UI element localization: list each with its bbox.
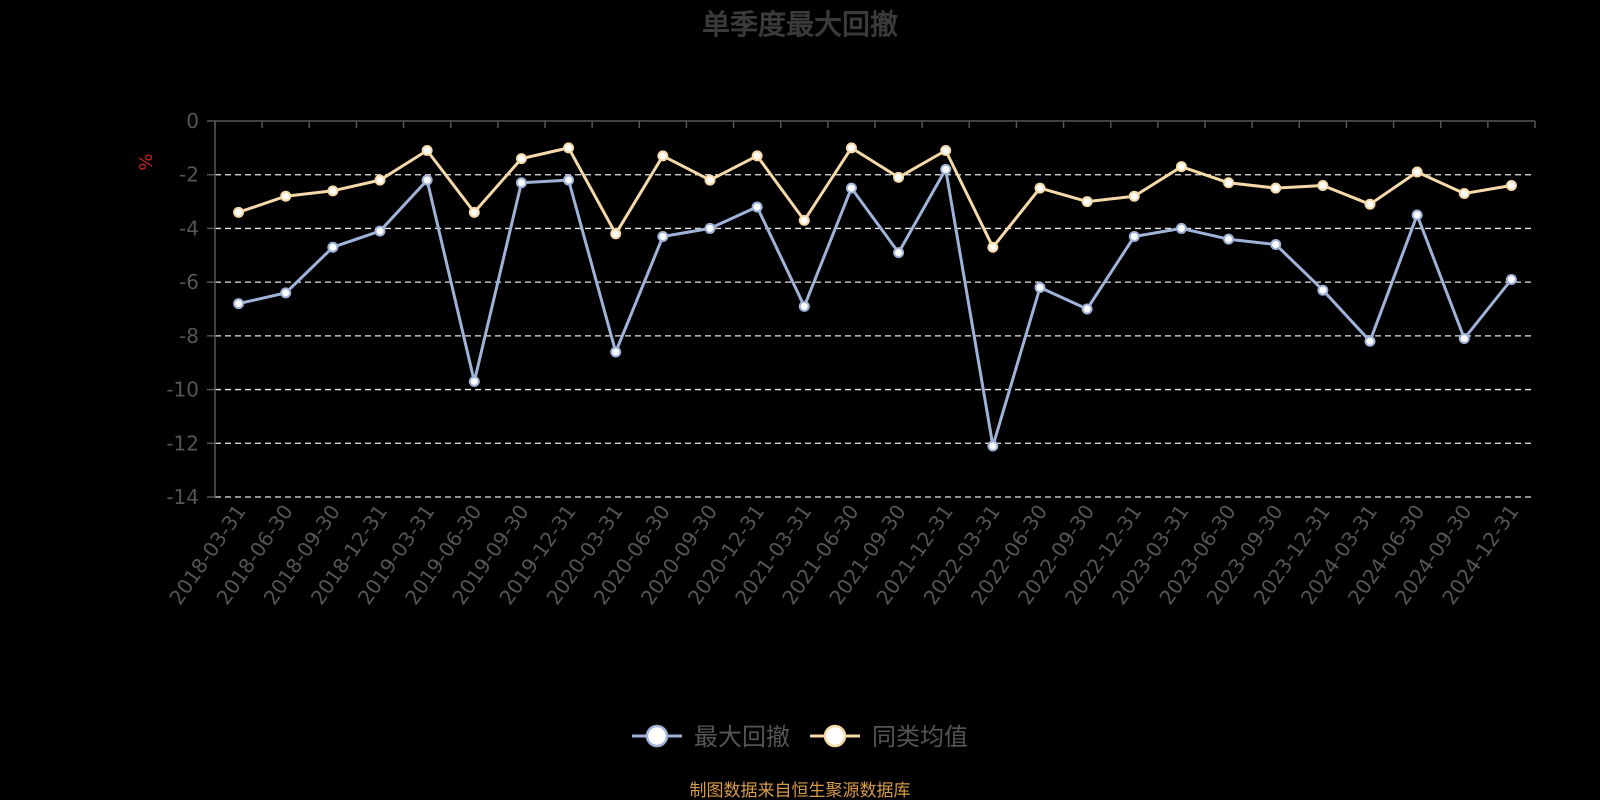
data-point[interactable]: [704, 174, 716, 186]
data-point[interactable]: [327, 241, 339, 253]
series-1: [233, 142, 1517, 253]
data-point[interactable]: [987, 440, 999, 452]
y-tick-label: -2: [179, 163, 199, 187]
data-point[interactable]: [468, 376, 480, 388]
data-point[interactable]: [1128, 230, 1140, 242]
data-point[interactable]: [280, 287, 292, 299]
data-point[interactable]: [657, 150, 669, 162]
data-point[interactable]: [893, 247, 905, 259]
data-point[interactable]: [233, 206, 245, 218]
x-tick-labels: 2018-03-312018-06-302018-09-302018-12-31…: [164, 500, 1523, 609]
data-point[interactable]: [1364, 335, 1376, 347]
data-point[interactable]: [421, 145, 433, 157]
data-point[interactable]: [798, 214, 810, 226]
y-tick-label: -12: [166, 431, 199, 455]
data-point[interactable]: [1128, 190, 1140, 202]
y-tick-label: -10: [166, 378, 199, 402]
data-point[interactable]: [1317, 284, 1329, 296]
data-point[interactable]: [704, 222, 716, 234]
legend-label: 最大回撤: [694, 723, 790, 751]
data-point[interactable]: [1458, 333, 1470, 345]
y-tick-label: 0: [186, 109, 199, 133]
data-point[interactable]: [468, 206, 480, 218]
data-point[interactable]: [610, 228, 622, 240]
legend-marker: [823, 724, 847, 748]
data-point[interactable]: [280, 190, 292, 202]
chart-title: 单季度最大回撤: [702, 8, 898, 41]
y-tick-label: -6: [179, 270, 199, 294]
data-point[interactable]: [940, 145, 952, 157]
series-layer: [233, 142, 1517, 452]
y-axis-unit: %: [136, 153, 157, 170]
data-point[interactable]: [845, 142, 857, 154]
data-point[interactable]: [845, 182, 857, 194]
data-point[interactable]: [327, 185, 339, 197]
legend-item-0[interactable]: 最大回撤: [632, 723, 790, 751]
data-point[interactable]: [798, 300, 810, 312]
series-0: [233, 163, 1517, 452]
data-point[interactable]: [657, 230, 669, 242]
grid-lines: [215, 174, 1535, 498]
data-point[interactable]: [610, 346, 622, 358]
data-point[interactable]: [1081, 303, 1093, 315]
data-point[interactable]: [421, 174, 433, 186]
y-tick-label: -8: [179, 324, 199, 348]
data-point[interactable]: [1270, 182, 1282, 194]
data-point[interactable]: [1175, 161, 1187, 173]
series-line: [238, 146, 1512, 249]
data-point[interactable]: [751, 201, 763, 213]
data-point[interactable]: [1034, 182, 1046, 194]
data-point[interactable]: [1270, 239, 1282, 251]
data-point[interactable]: [1034, 282, 1046, 294]
data-point[interactable]: [1223, 177, 1235, 189]
y-tick-labels: 0 -2 -4 -6 -8 -10 -12 -14: [166, 109, 199, 509]
data-point[interactable]: [1411, 166, 1423, 178]
legend[interactable]: 最大回撤 同类均值: [632, 723, 968, 751]
data-point[interactable]: [233, 298, 245, 310]
data-point[interactable]: [1505, 179, 1517, 191]
data-point[interactable]: [1223, 233, 1235, 245]
legend-item-1[interactable]: 同类均值: [810, 723, 968, 751]
data-point[interactable]: [1505, 273, 1517, 285]
data-point[interactable]: [940, 163, 952, 175]
data-point[interactable]: [1317, 179, 1329, 191]
data-point[interactable]: [1175, 222, 1187, 234]
data-point[interactable]: [751, 150, 763, 162]
data-point[interactable]: [987, 241, 999, 253]
legend-marker: [645, 724, 669, 748]
y-tick-label: -4: [179, 216, 199, 240]
y-tick-label: -14: [166, 485, 199, 509]
data-point[interactable]: [563, 174, 575, 186]
source-note: 制图数据来自恒生聚源数据库: [690, 781, 911, 800]
data-point[interactable]: [1411, 209, 1423, 221]
data-point[interactable]: [563, 142, 575, 154]
data-point[interactable]: [893, 171, 905, 183]
data-point[interactable]: [374, 174, 386, 186]
data-point[interactable]: [374, 225, 386, 237]
series-line: [238, 167, 1513, 448]
data-point[interactable]: [1081, 196, 1093, 208]
data-point[interactable]: [515, 177, 527, 189]
axes: [207, 120, 1536, 498]
data-point[interactable]: [1364, 198, 1376, 210]
legend-label: 同类均值: [872, 723, 968, 751]
data-point[interactable]: [515, 153, 527, 165]
data-point[interactable]: [1458, 188, 1470, 200]
